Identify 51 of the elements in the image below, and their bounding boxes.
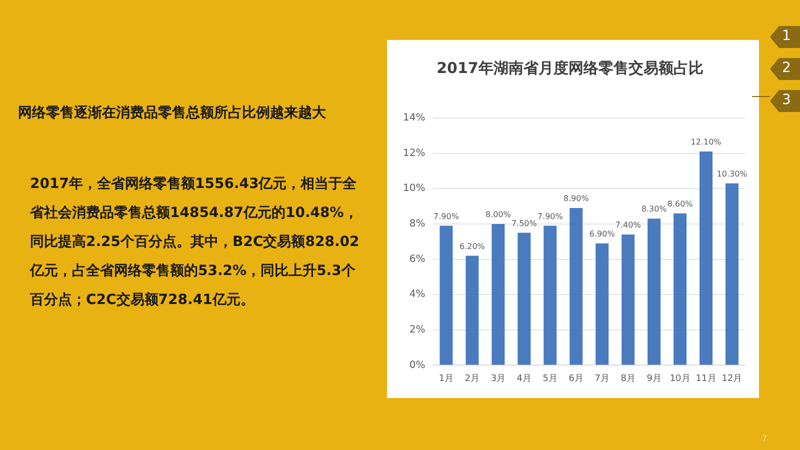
x-tick-label: 8月 [620, 374, 636, 384]
data-label: 8.30% [641, 204, 668, 214]
data-label: 8.90% [563, 194, 590, 204]
data-label: 6.20% [459, 242, 486, 251]
x-tick-label: 2月 [464, 374, 480, 384]
x-tick-label: 12月 [722, 374, 742, 384]
bar [726, 183, 739, 365]
x-tick-label: 7月 [594, 374, 610, 384]
text: 网络零售逐渐在消费品零售总额所占比例越来越大 [18, 104, 327, 122]
x-tick-label: 3月 [490, 374, 506, 384]
bar [544, 226, 557, 365]
y-tick-label: 0% [409, 360, 426, 371]
bar [518, 232, 531, 365]
bar [466, 256, 479, 365]
y-tick-label: 4% [409, 289, 426, 300]
data-label: 7.50% [511, 218, 538, 228]
data-label: 12.10% [690, 138, 722, 147]
bar [440, 226, 453, 365]
text: 2 [782, 60, 791, 76]
y-tick-label: 6% [409, 254, 426, 265]
data-label: 8.00% [485, 210, 512, 220]
x-tick-label: 9月 [646, 374, 662, 384]
bar [674, 213, 687, 365]
x-tick-label: 11月 [696, 374, 716, 384]
bar [492, 224, 505, 365]
x-tick-label: 10月 [670, 374, 690, 384]
text: 2017年，全省网络零售额1556.43亿元，相当于全省社会消费品零售总额14854.87亿元的10.48%，同比提高2.25个百分点。其中，B2C交易额828.02亿元，占全省网络零售额的53.2%，同比上升5.3个百分点；C2C交易额728.41亿元。 [30, 174, 360, 310]
x-tick-label: 6月 [568, 374, 584, 384]
y-tick-label: 14% [402, 112, 426, 124]
data-label: 10.30% [716, 169, 748, 178]
text: 1 [782, 28, 791, 44]
bar [648, 218, 661, 365]
bar [622, 234, 635, 365]
y-tick-label: 10% [402, 183, 426, 194]
data-label: 6.90% [589, 229, 616, 238]
x-tick-label: 1月 [438, 374, 454, 384]
bar [570, 208, 583, 365]
x-tick-label: 4月 [516, 374, 532, 384]
y-tick-label: 12% [402, 148, 426, 159]
y-tick-label: 8% [409, 218, 426, 230]
data-label: 7.40% [615, 220, 642, 230]
data-label: 8.60% [667, 199, 694, 208]
chart-title: 2017年湖南省月度网络零售交易额占比 [436, 58, 704, 77]
x-tick-label: 5月 [542, 374, 558, 384]
data-label: 7.90% [434, 212, 460, 221]
data-label: 7.90% [537, 212, 564, 221]
bar [700, 152, 713, 365]
bar [596, 243, 609, 365]
text: 3 [782, 92, 791, 108]
y-tick-label: 2% [409, 324, 426, 336]
text: 7 [762, 434, 768, 443]
